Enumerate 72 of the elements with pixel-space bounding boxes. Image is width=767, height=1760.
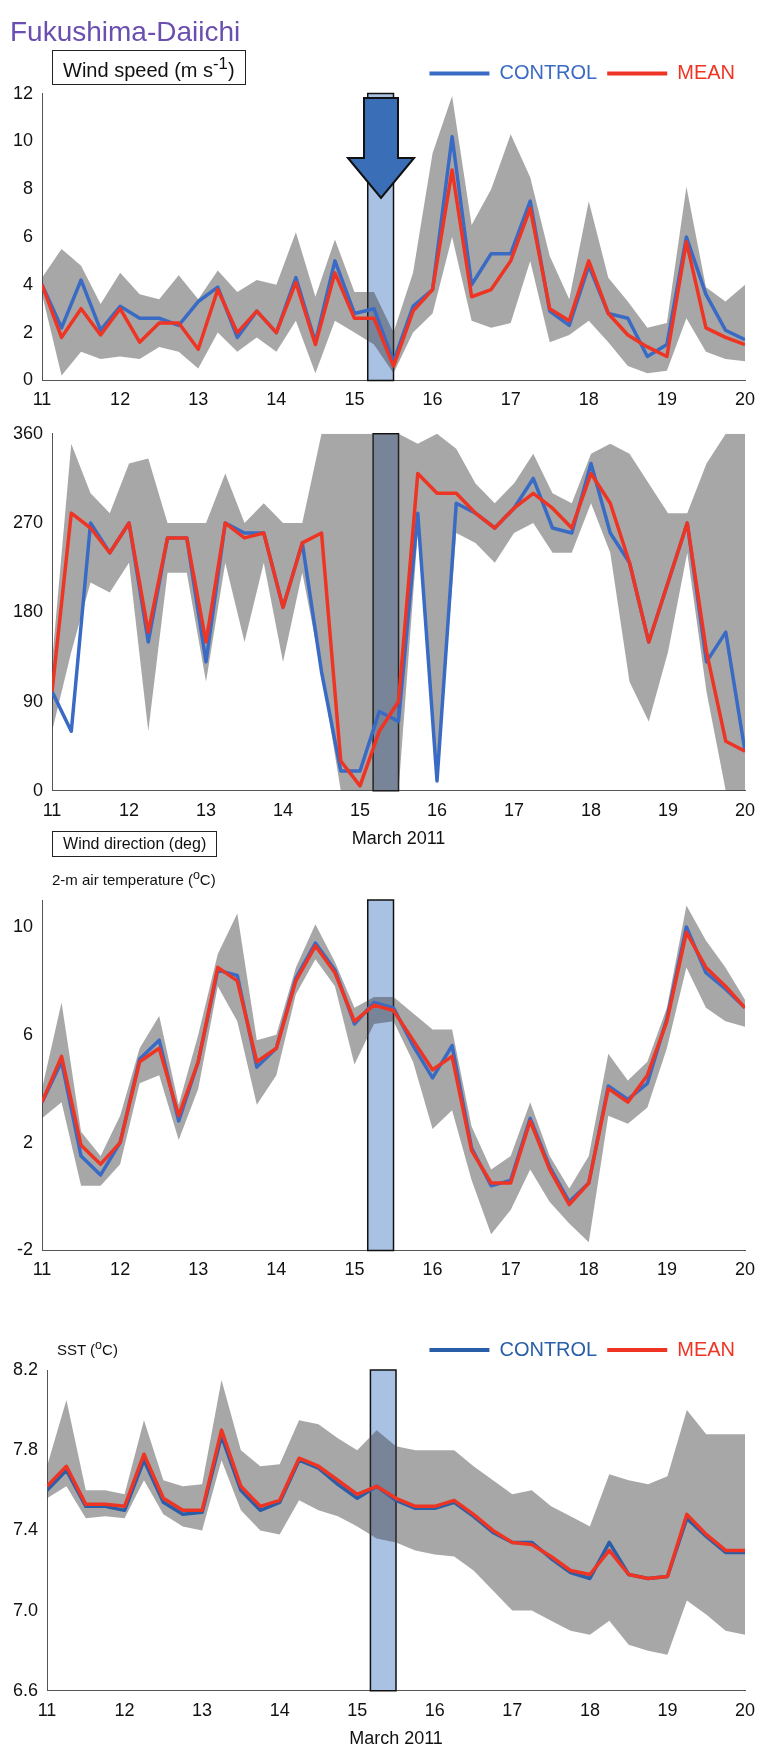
x-tick-label: 16: [424, 1699, 445, 1720]
legend-label: MEAN: [677, 1337, 736, 1360]
x-tick-label: 13: [196, 799, 217, 820]
x-tick-label: 14: [266, 389, 287, 410]
y-tick-label: 4: [23, 273, 34, 294]
x-tick-label: 15: [344, 389, 365, 410]
y-tick-label: 10: [12, 130, 34, 151]
x-tick-label: 17: [502, 1699, 523, 1720]
x-tick-label: 17: [500, 389, 521, 410]
y-tick-label: 2: [23, 321, 34, 342]
x-tick-label: 12: [110, 1259, 131, 1280]
x-tick-label: 11: [32, 389, 52, 410]
x-tick-label: 19: [657, 1699, 678, 1720]
x-tick-label: 20: [734, 799, 756, 820]
legend-label: MEAN: [677, 61, 736, 84]
y-tick-label: 12: [12, 82, 34, 103]
y-tick-label: 7.0: [12, 1599, 39, 1620]
x-tick-label: 16: [427, 799, 448, 820]
text: Wind direction (deg): [52, 830, 218, 857]
x-tick-label: 14: [269, 1699, 290, 1720]
y-axis-title: 2-m air temperature ($^{o}$C): [52, 868, 216, 888]
y-tick-label: 360: [12, 422, 44, 443]
y-tick-label: 10: [12, 915, 34, 936]
y-tick-label: 8: [23, 178, 34, 199]
y-tick-label: 2: [23, 1131, 34, 1152]
y-tick-label: 7.4: [12, 1519, 39, 1540]
x-axis-title: March 2011: [351, 828, 446, 849]
y-tick-label: 6.6: [12, 1679, 39, 1700]
x-axis-title: March 2011: [349, 1728, 443, 1749]
y-tick-label: 0: [23, 369, 34, 390]
y-tick-label: 270: [12, 512, 44, 533]
x-tick-label: 11: [37, 1699, 57, 1720]
x-tick-label: 18: [580, 799, 602, 820]
y-tick-label: 6: [23, 225, 34, 246]
x-tick-label: 12: [119, 799, 140, 820]
x-tick-label: 12: [110, 389, 131, 410]
y-tick-label: 180: [12, 601, 44, 622]
x-tick-label: 20: [734, 1259, 756, 1280]
chart-title: Fukushima-Daiichi: [10, 15, 241, 47]
y-tick-label: 6: [23, 1023, 34, 1044]
y-tick-label: 90: [23, 690, 44, 711]
x-tick-label: 13: [192, 1699, 213, 1720]
x-tick-label: 17: [500, 1259, 521, 1280]
x-tick-label: 18: [578, 389, 599, 410]
x-tick-label: 19: [656, 389, 677, 410]
x-tick-label: 13: [188, 1259, 209, 1280]
text: Wind speed (m s$^{-1}$): [52, 49, 246, 86]
x-tick-label: 16: [422, 1259, 443, 1280]
x-tick-label: 18: [579, 1699, 600, 1720]
x-tick-label: 15: [347, 1699, 368, 1720]
x-tick-label: 14: [266, 1259, 287, 1280]
x-tick-label: 11: [32, 1259, 52, 1280]
x-tick-label: 16: [422, 389, 443, 410]
x-tick-label: 15: [344, 1259, 365, 1280]
x-tick-label: 17: [504, 799, 525, 820]
x-tick-label: 18: [578, 1259, 599, 1280]
x-tick-label: 19: [656, 1259, 677, 1280]
y-tick-label: 8.2: [12, 1358, 39, 1379]
x-tick-label: 11: [42, 799, 62, 820]
x-tick-label: 19: [657, 799, 679, 820]
y-tick-label: 0: [33, 779, 44, 800]
legend-label: CONTROL: [499, 1337, 598, 1360]
y-axis-title: SST ($^{o}$C): [57, 1338, 118, 1358]
x-tick-label: 20: [734, 1699, 756, 1720]
x-tick-label: 12: [114, 1699, 135, 1720]
y-tick-label: 7.8: [12, 1439, 39, 1460]
x-tick-label: 15: [350, 799, 371, 820]
y-tick-label: -2: [17, 1239, 34, 1260]
x-tick-label: 20: [734, 389, 756, 410]
legend-label: CONTROL: [499, 61, 598, 84]
x-tick-label: 14: [273, 799, 294, 820]
x-tick-label: 13: [188, 389, 209, 410]
